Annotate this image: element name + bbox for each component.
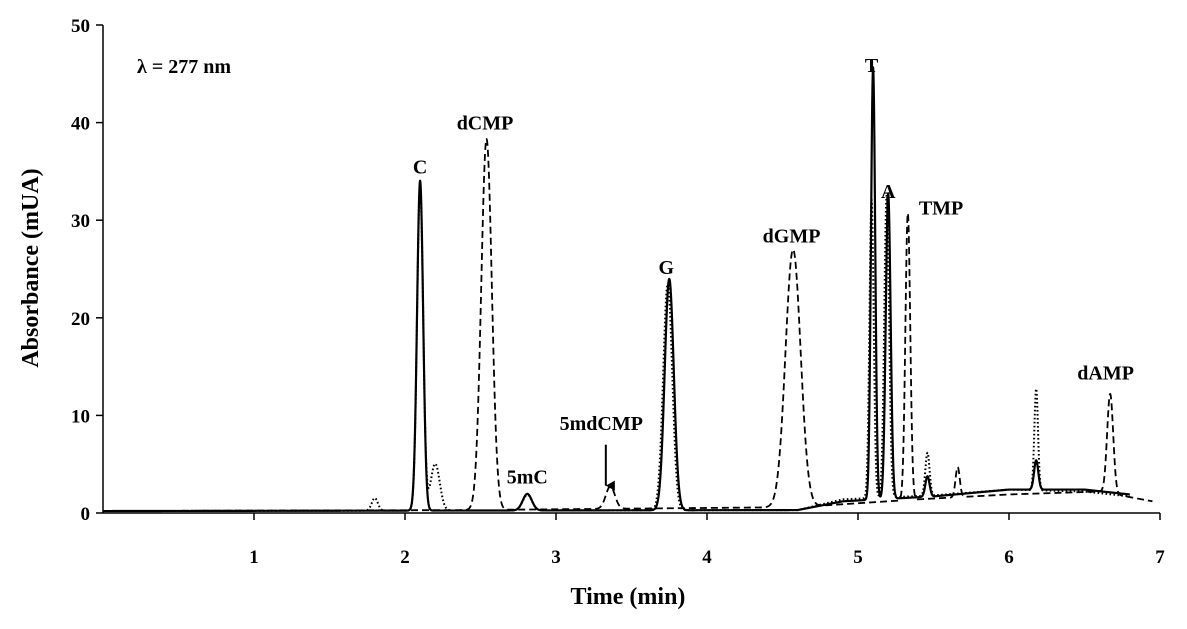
peak-label-g: G — [658, 257, 674, 279]
x-tick-label: 7 — [1155, 547, 1165, 568]
y-tick-label: 0 — [81, 504, 91, 525]
peak-label-damp: dAMP — [1077, 362, 1134, 384]
series-line-dashed — [102, 138, 1154, 512]
peak-label-5mc: 5mC — [507, 467, 548, 489]
peak-label-tmp: TMP — [919, 197, 963, 219]
peak-label-t: T — [865, 55, 879, 77]
peak-label-dcmp: dCMP — [457, 112, 514, 134]
y-tick-label: 10 — [71, 406, 90, 427]
y-tick-label: 40 — [71, 114, 90, 135]
x-tick-label: 4 — [702, 547, 712, 568]
y-axis-title: Absorbance (mUA) — [18, 168, 44, 367]
x-tick-label: 5 — [853, 547, 863, 568]
series-line-dotted — [102, 184, 1131, 513]
peak-label-dgmp: dGMP — [763, 226, 821, 248]
x-tick-label: 1 — [249, 547, 259, 568]
wavelength-annotation: λ = 277 nm — [137, 56, 231, 78]
peak-label-5mdcmp: 5mdCMP — [560, 413, 643, 435]
x-axis-title: Time (min) — [571, 584, 686, 610]
y-tick-label: 30 — [71, 211, 90, 232]
x-tick-label: 2 — [400, 547, 410, 568]
axes-layer: 0 10 20 30 40 50 1 2 3 4 5 6 7 — [71, 16, 1165, 568]
series-line-solid — [102, 66, 1131, 513]
series-layer — [102, 66, 1154, 513]
y-tick-label: 50 — [71, 16, 90, 37]
y-tick-label: 20 — [71, 309, 90, 330]
peak-label-a: A — [881, 181, 896, 203]
peak-label-c: C — [413, 156, 427, 178]
x-tick-label: 6 — [1004, 547, 1014, 568]
x-tick-label: 3 — [551, 547, 561, 568]
